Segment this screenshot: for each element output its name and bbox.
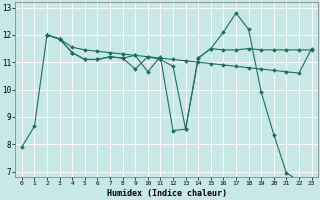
X-axis label: Humidex (Indice chaleur): Humidex (Indice chaleur) [107, 189, 227, 198]
